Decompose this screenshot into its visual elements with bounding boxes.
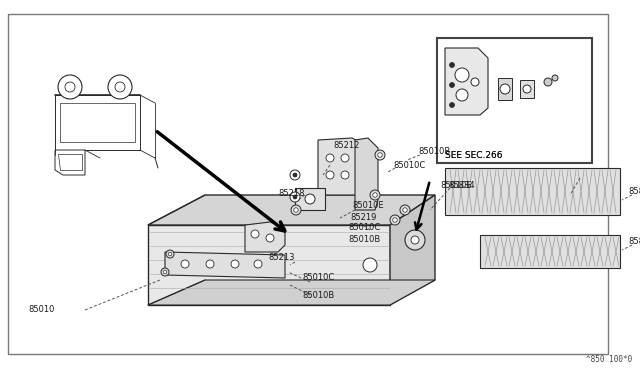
Circle shape (206, 260, 214, 268)
Circle shape (341, 171, 349, 179)
Circle shape (293, 195, 297, 199)
Circle shape (58, 75, 82, 99)
Circle shape (500, 84, 510, 94)
Circle shape (363, 258, 377, 272)
Text: 85010E: 85010E (440, 180, 472, 189)
Circle shape (290, 170, 300, 180)
Circle shape (254, 260, 262, 268)
Text: 85010C: 85010C (349, 222, 381, 231)
Circle shape (341, 154, 349, 162)
Circle shape (291, 205, 301, 215)
Circle shape (108, 75, 132, 99)
Polygon shape (480, 235, 620, 268)
Circle shape (305, 194, 315, 204)
Polygon shape (165, 252, 285, 278)
Circle shape (370, 190, 380, 200)
Text: 85010B: 85010B (418, 148, 451, 157)
Circle shape (449, 103, 454, 108)
Polygon shape (445, 48, 488, 115)
Polygon shape (60, 103, 135, 142)
Text: 85213: 85213 (269, 253, 295, 263)
Circle shape (390, 215, 400, 225)
Polygon shape (318, 138, 370, 195)
Circle shape (375, 150, 385, 160)
Text: SEE SEC.266: SEE SEC.266 (445, 151, 502, 160)
Polygon shape (55, 150, 85, 175)
Circle shape (552, 75, 558, 81)
Polygon shape (148, 225, 390, 305)
Circle shape (372, 193, 377, 197)
Bar (437, 38, 592, 163)
Polygon shape (245, 222, 285, 252)
Text: 85010C: 85010C (302, 273, 334, 282)
Circle shape (411, 236, 419, 244)
Circle shape (266, 234, 274, 242)
Circle shape (326, 171, 334, 179)
Circle shape (544, 78, 552, 86)
Polygon shape (55, 95, 140, 150)
Circle shape (393, 218, 397, 222)
Circle shape (456, 89, 468, 101)
Circle shape (449, 62, 454, 67)
Polygon shape (148, 195, 435, 225)
Text: 85212: 85212 (333, 141, 360, 150)
Circle shape (290, 192, 300, 202)
Polygon shape (148, 280, 435, 305)
Circle shape (293, 173, 297, 177)
Circle shape (115, 82, 125, 92)
Circle shape (65, 82, 75, 92)
Text: SEE SEC.266: SEE SEC.266 (445, 151, 502, 160)
Circle shape (400, 205, 410, 215)
Circle shape (326, 154, 334, 162)
Circle shape (449, 83, 454, 87)
Polygon shape (498, 78, 512, 100)
Text: 85218: 85218 (278, 189, 305, 198)
Circle shape (294, 208, 298, 212)
Text: 85219: 85219 (350, 214, 376, 222)
Polygon shape (445, 168, 620, 215)
Text: 85010C: 85010C (393, 160, 425, 170)
Circle shape (168, 252, 172, 256)
Text: 85010E: 85010E (352, 202, 383, 211)
Text: 85832: 85832 (628, 187, 640, 196)
Text: 85010: 85010 (29, 305, 55, 314)
Text: 85834: 85834 (448, 180, 475, 189)
Text: ^850 100*0: ^850 100*0 (586, 355, 632, 364)
Circle shape (251, 230, 259, 238)
Text: 85010B: 85010B (349, 235, 381, 244)
Circle shape (403, 208, 407, 212)
Text: 85833: 85833 (628, 237, 640, 247)
Circle shape (378, 153, 382, 157)
Circle shape (181, 260, 189, 268)
Circle shape (231, 260, 239, 268)
Circle shape (455, 68, 469, 82)
Polygon shape (520, 80, 534, 98)
Polygon shape (58, 154, 82, 170)
Polygon shape (390, 195, 435, 305)
Text: 85010B: 85010B (302, 291, 334, 299)
Circle shape (405, 230, 425, 250)
Circle shape (161, 268, 169, 276)
Polygon shape (295, 188, 325, 210)
Circle shape (471, 78, 479, 86)
Circle shape (163, 270, 167, 274)
Circle shape (166, 250, 174, 258)
Polygon shape (355, 138, 378, 210)
Circle shape (523, 85, 531, 93)
